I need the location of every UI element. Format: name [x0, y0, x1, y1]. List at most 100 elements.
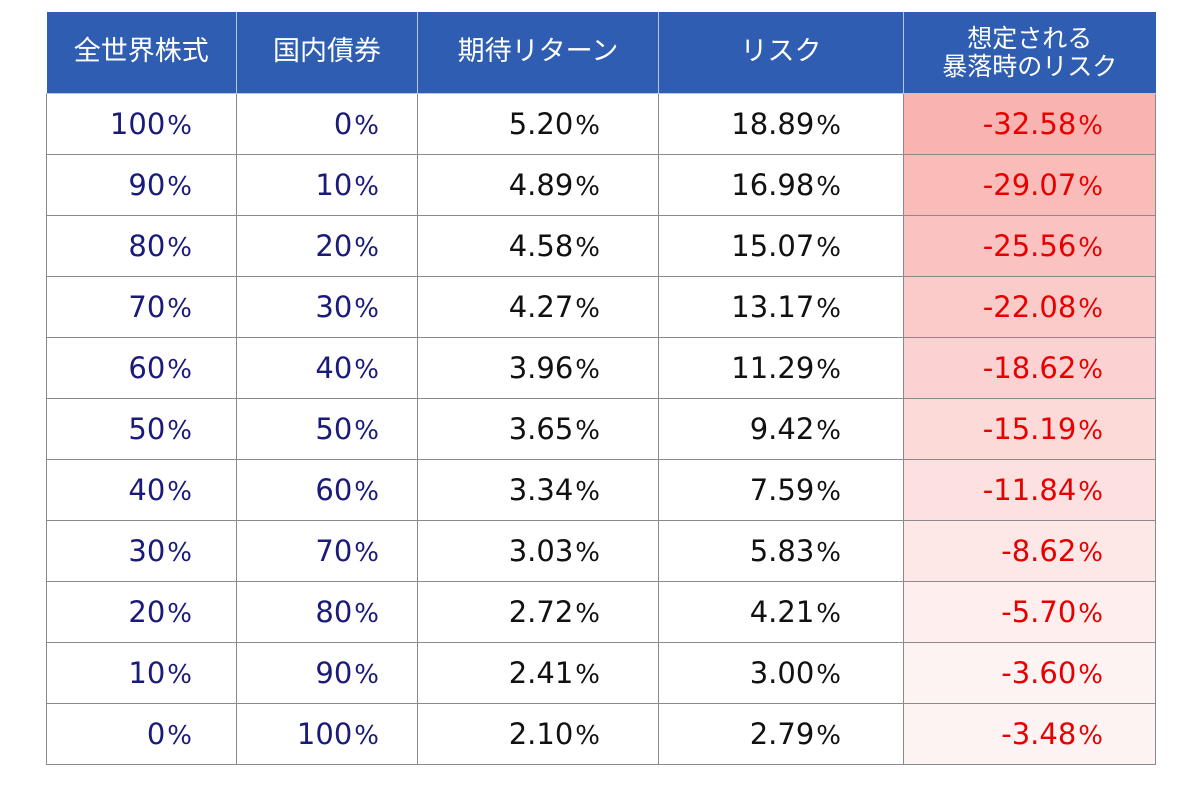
cell-expected-return-value: 3.34 — [508, 473, 574, 507]
header-crash-risk-line2: 暴落時のリスク — [942, 51, 1118, 81]
percent-sign: % — [816, 660, 841, 690]
cell-bond: 0% — [236, 93, 418, 155]
table-row: 40% 60% 3.34% 7.59% -11.84% — [46, 459, 1156, 521]
cell-stock-value: 30 — [128, 534, 166, 568]
cell-risk-value: 15.07 — [731, 229, 815, 263]
percent-sign: % — [167, 172, 192, 202]
percent-sign: % — [816, 721, 841, 751]
cell-bond: 20% — [236, 215, 418, 277]
cell-stock-value: 80 — [128, 229, 166, 263]
cell-risk: 7.59% — [658, 459, 904, 521]
percent-sign: % — [816, 599, 841, 629]
cell-bond: 70% — [236, 520, 418, 582]
cell-crash-risk-value: -22.08 — [982, 290, 1077, 324]
cell-risk-value: 3.00 — [749, 656, 815, 690]
percent-sign: % — [816, 233, 841, 263]
cell-risk: 18.89% — [658, 93, 904, 155]
cell-expected-return-value: 4.58 — [508, 229, 574, 263]
cell-stock: 90% — [46, 154, 237, 216]
cell-bond-value: 10 — [315, 168, 353, 202]
cell-bond-value: 30 — [315, 290, 353, 324]
cell-crash-risk: -3.48% — [903, 703, 1156, 765]
cell-crash-risk: -11.84% — [903, 459, 1156, 521]
cell-crash-risk-value: -18.62 — [982, 351, 1077, 385]
cell-risk: 16.98% — [658, 154, 904, 216]
cell-expected-return: 3.65% — [417, 398, 659, 460]
percent-sign: % — [354, 416, 379, 446]
percent-sign: % — [575, 477, 600, 507]
percent-sign: % — [1078, 599, 1103, 629]
table-row: 20% 80% 2.72% 4.21% -5.70% — [46, 581, 1156, 643]
cell-crash-risk: -8.62% — [903, 520, 1156, 582]
cell-bond: 10% — [236, 154, 418, 216]
cell-bond-value: 40 — [315, 351, 353, 385]
percent-sign: % — [1078, 294, 1103, 324]
cell-crash-risk: -5.70% — [903, 581, 1156, 643]
cell-stock-value: 0 — [146, 717, 166, 751]
cell-risk: 3.00% — [658, 642, 904, 704]
cell-bond-value: 60 — [315, 473, 353, 507]
percent-sign: % — [167, 599, 192, 629]
cell-expected-return: 5.20% — [417, 93, 659, 155]
cell-risk: 15.07% — [658, 215, 904, 277]
cell-bond: 40% — [236, 337, 418, 399]
percent-sign: % — [1078, 660, 1103, 690]
percent-sign: % — [575, 294, 600, 324]
percent-sign: % — [575, 233, 600, 263]
cell-expected-return: 2.41% — [417, 642, 659, 704]
percent-sign: % — [354, 721, 379, 751]
cell-risk-value: 2.79 — [749, 717, 815, 751]
cell-risk: 2.79% — [658, 703, 904, 765]
cell-expected-return-value: 4.89 — [508, 168, 574, 202]
cell-expected-return-value: 3.65 — [508, 412, 574, 446]
header-expected-return: 期待リターン — [417, 12, 659, 94]
percent-sign: % — [1078, 233, 1103, 263]
percent-sign: % — [1078, 172, 1103, 202]
cell-bond: 80% — [236, 581, 418, 643]
cell-expected-return: 2.10% — [417, 703, 659, 765]
header-crash-risk-line1: 想定される — [967, 23, 1093, 53]
cell-expected-return-value: 3.03 — [508, 534, 574, 568]
cell-crash-risk-value: -32.58 — [982, 107, 1077, 141]
percent-sign: % — [354, 294, 379, 324]
cell-risk-value: 16.98 — [731, 168, 815, 202]
cell-risk-value: 11.29 — [731, 351, 815, 385]
cell-stock: 0% — [46, 703, 237, 765]
percent-sign: % — [575, 660, 600, 690]
cell-bond: 100% — [236, 703, 418, 765]
table-row: 50% 50% 3.65% 9.42% -15.19% — [46, 398, 1156, 460]
cell-bond: 60% — [236, 459, 418, 521]
percent-sign: % — [575, 172, 600, 202]
percent-sign: % — [575, 599, 600, 629]
cell-stock-value: 60 — [128, 351, 166, 385]
cell-stock: 60% — [46, 337, 237, 399]
header-stock: 全世界株式 — [46, 12, 237, 94]
cell-crash-risk: -29.07% — [903, 154, 1156, 216]
cell-expected-return: 4.89% — [417, 154, 659, 216]
cell-expected-return: 2.72% — [417, 581, 659, 643]
cell-stock: 40% — [46, 459, 237, 521]
percent-sign: % — [167, 660, 192, 690]
percent-sign: % — [816, 538, 841, 568]
percent-sign: % — [1078, 355, 1103, 385]
cell-risk: 9.42% — [658, 398, 904, 460]
cell-risk-value: 13.17 — [731, 290, 815, 324]
percent-sign: % — [1078, 416, 1103, 446]
portfolio-table-container: 全世界株式 国内債券 期待リターン リスク 想定される 暴落時のリスク 100%… — [46, 12, 1156, 765]
cell-crash-risk: -22.08% — [903, 276, 1156, 338]
cell-expected-return: 4.27% — [417, 276, 659, 338]
percent-sign: % — [354, 355, 379, 385]
cell-crash-risk-value: -25.56 — [982, 229, 1077, 263]
cell-stock-value: 10 — [128, 656, 166, 690]
percent-sign: % — [354, 599, 379, 629]
percent-sign: % — [354, 111, 379, 141]
cell-bond: 90% — [236, 642, 418, 704]
cell-bond-value: 70 — [315, 534, 353, 568]
header-risk: リスク — [658, 12, 904, 94]
cell-risk: 13.17% — [658, 276, 904, 338]
table-row: 60% 40% 3.96% 11.29% -18.62% — [46, 337, 1156, 399]
percent-sign: % — [575, 416, 600, 446]
percent-sign: % — [1078, 477, 1103, 507]
cell-expected-return: 3.03% — [417, 520, 659, 582]
percent-sign: % — [816, 111, 841, 141]
